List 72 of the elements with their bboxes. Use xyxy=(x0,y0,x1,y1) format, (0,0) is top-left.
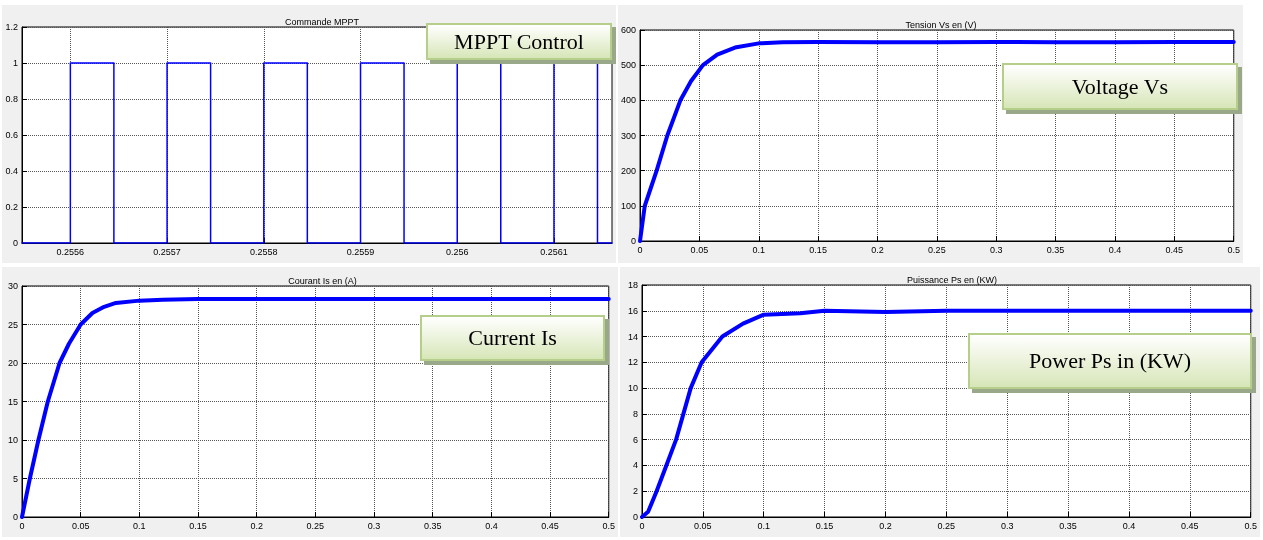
y-tick-label: 6 xyxy=(632,434,638,445)
y-tick-label: 0 xyxy=(632,512,638,522)
x-tick-label: 0.1 xyxy=(752,244,766,255)
x-tick-label: 0.2561 xyxy=(540,246,568,257)
y-tick-label: 0.8 xyxy=(5,94,18,104)
y-tick-label: 1 xyxy=(12,58,18,68)
y-tick-label: 500 xyxy=(620,60,637,71)
x-tick-label: 0.45 xyxy=(541,520,559,531)
x-tick-label: 0.256 xyxy=(445,246,469,257)
y-tick-label: 100 xyxy=(620,200,637,211)
x-tick-label: 0.45 xyxy=(1181,520,1199,531)
x-tick-label: 0.2 xyxy=(879,520,892,531)
x-tick-label: 0.2 xyxy=(250,520,263,531)
x-tick-label: 0.5 xyxy=(1244,520,1257,531)
y-tick-label: 600 xyxy=(620,25,637,35)
x-tick-label: 0 xyxy=(19,520,25,531)
y-tick-label: 10 xyxy=(7,435,18,445)
x-tick-label: 0.1 xyxy=(133,520,146,531)
x-tick-label: 0.2 xyxy=(871,244,884,255)
y-tick-label: 5 xyxy=(12,473,18,484)
x-tick-label: 0.25 xyxy=(937,520,956,531)
x-tick-label: 0.05 xyxy=(690,244,709,255)
y-tick-label: 16 xyxy=(627,305,638,316)
x-tick-label: 0.2558 xyxy=(250,246,278,257)
x-tick-label: 0.1 xyxy=(757,520,771,531)
x-tick-label: 0.3 xyxy=(1000,520,1014,531)
x-tick-label: 0.15 xyxy=(189,520,207,531)
x-tick-label: 0 xyxy=(639,520,645,531)
x-tick-label: 0.4 xyxy=(1122,520,1136,531)
x-tick-label: 0.05 xyxy=(694,520,712,531)
y-tick-label: 2 xyxy=(632,486,638,497)
y-tick-label: 18 xyxy=(627,280,638,290)
x-tick-label: 0.35 xyxy=(1046,244,1065,255)
y-tick-label: 0.4 xyxy=(5,166,18,176)
x-tick-label: 0.05 xyxy=(71,520,90,531)
x-tick-label: 0.3 xyxy=(367,520,381,531)
y-tick-label: 8 xyxy=(632,408,638,419)
x-tick-label: 0.5 xyxy=(1227,244,1240,255)
x-tick-label: 0.5 xyxy=(602,520,615,531)
x-tick-label: 0.15 xyxy=(809,244,827,255)
y-tick-label: 14 xyxy=(627,331,638,342)
x-tick-label: 0.35 xyxy=(1059,520,1077,531)
y-tick-label: 25 xyxy=(7,319,18,330)
x-tick-label: 0.4 xyxy=(485,520,498,531)
x-tick-label: 0.4 xyxy=(1108,244,1122,255)
y-tick-label: 0 xyxy=(631,236,637,246)
x-tick-label: 0.25 xyxy=(306,520,325,531)
y-tick-label: 0 xyxy=(12,512,18,522)
x-tick-label: 0.2559 xyxy=(346,246,375,257)
x-tick-label: 0.15 xyxy=(815,520,834,531)
y-tick-label: 400 xyxy=(620,95,637,106)
chart-title: Puissance Ps en (KW) xyxy=(906,274,998,285)
chart-title: Commande MPPT xyxy=(284,16,360,27)
y-tick-label: 20 xyxy=(7,358,18,368)
y-tick-label: 1.2 xyxy=(5,22,18,32)
y-tick-label: 15 xyxy=(7,396,18,407)
y-tick-label: 4 xyxy=(632,460,638,471)
y-tick-label: 0.6 xyxy=(5,130,18,140)
y-tick-label: 12 xyxy=(627,357,638,368)
x-tick-label: 0.35 xyxy=(423,520,442,531)
chart-title: Courant Is en (A) xyxy=(288,275,357,286)
x-tick-label: 0.2556 xyxy=(56,246,85,257)
x-tick-label: 0.45 xyxy=(1165,244,1184,255)
x-tick-label: 0.25 xyxy=(928,244,946,255)
y-tick-label: 300 xyxy=(620,130,637,141)
y-tick-label: 30 xyxy=(7,281,18,291)
y-tick-label: 200 xyxy=(620,165,637,176)
y-tick-label: 0.2 xyxy=(5,202,18,212)
chart-title: Tension Vs en (V) xyxy=(905,19,977,30)
y-tick-label: 10 xyxy=(627,383,638,394)
x-tick-label: 0.3 xyxy=(990,244,1003,255)
x-tick-label: 0.2557 xyxy=(153,246,181,257)
